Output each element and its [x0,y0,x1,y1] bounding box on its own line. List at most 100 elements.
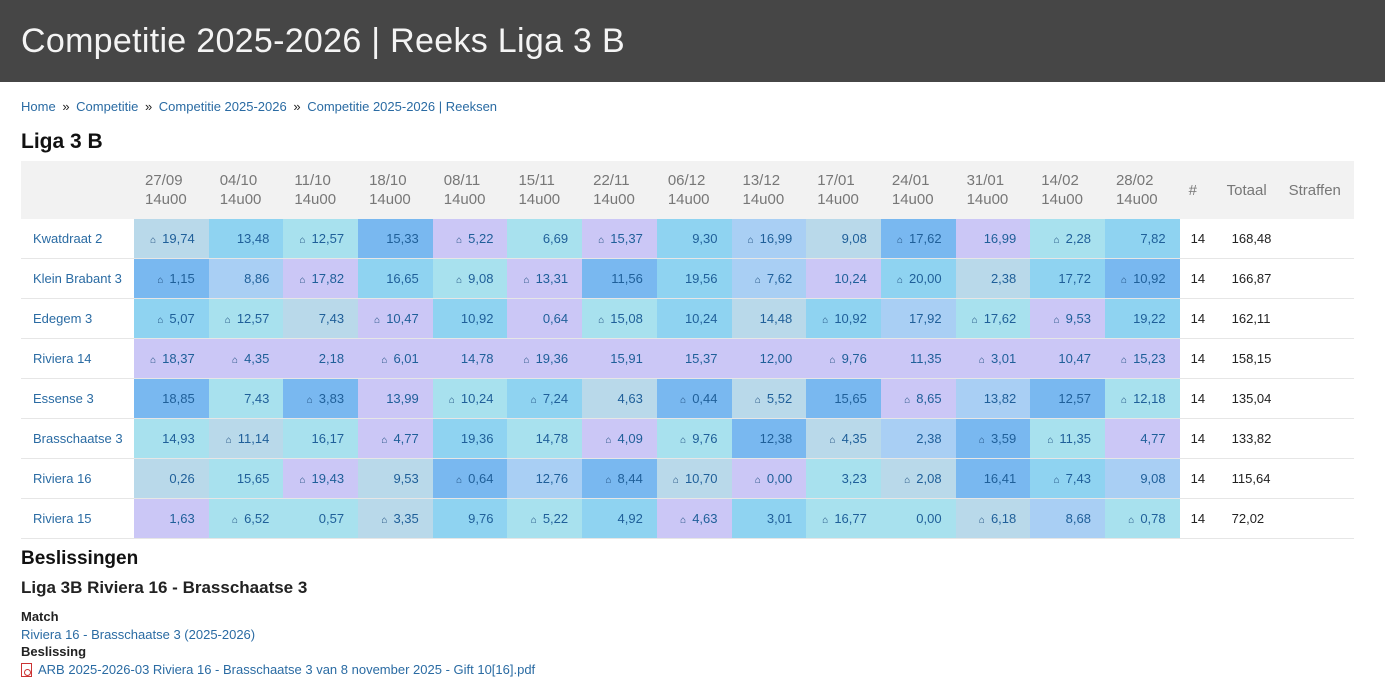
team-link[interactable]: Edegem 3 [33,311,93,326]
team-link[interactable]: Brasschaatse 3 [33,431,123,446]
score-cell[interactable]: ⌂ 11,35 [1030,418,1105,459]
score-cell[interactable]: 14,48 [731,298,807,339]
score-cell[interactable]: 8,86 [208,258,284,299]
score-cell[interactable]: 17,72 [1030,258,1105,299]
score-cell[interactable]: 19,56 [656,258,732,299]
score-cell[interactable]: ⌂ 5,52 [731,378,807,419]
score-cell[interactable]: 1,63 [134,498,209,539]
score-cell[interactable]: ⌂ 15,23 [1104,338,1180,379]
score-cell[interactable]: ⌂ 5,22 [507,498,583,539]
score-cell[interactable]: ⌂ 6,18 [955,498,1031,539]
score-cell[interactable]: 14,93 [134,418,209,459]
score-cell[interactable]: ⌂ 13,31 [507,258,583,299]
score-cell[interactable]: ⌂ 4,35 [806,418,881,459]
score-cell[interactable]: 10,24 [806,258,881,299]
score-cell[interactable]: ⌂ 6,52 [208,498,284,539]
team-link[interactable]: Kwatdraat 2 [33,231,103,246]
score-cell[interactable]: 16,99 [955,219,1031,259]
score-cell[interactable]: 15,33 [358,219,433,259]
breadcrumb-competitie[interactable]: Competitie [76,99,139,114]
team-link[interactable]: Essense 3 [33,391,94,406]
score-cell[interactable]: ⌂ 9,76 [806,338,881,379]
score-cell[interactable]: ⌂ 5,22 [432,219,508,259]
score-cell[interactable]: ⌂ 7,24 [507,378,583,419]
score-cell[interactable]: 15,91 [582,338,657,379]
score-cell[interactable]: 16,41 [955,458,1031,499]
score-cell[interactable]: ⌂ 16,77 [806,498,881,539]
score-cell[interactable]: ⌂ 4,63 [656,498,732,539]
score-cell[interactable]: ⌂ 4,35 [208,338,284,379]
score-cell[interactable]: ⌂ 17,62 [880,219,956,259]
score-cell[interactable]: ⌂ 7,43 [1030,458,1105,499]
score-cell[interactable]: 11,35 [880,338,956,379]
score-cell[interactable]: 17,92 [880,298,956,339]
score-cell[interactable]: ⌂ 12,57 [208,298,284,339]
score-cell[interactable]: ⌂ 18,37 [134,338,209,379]
score-cell[interactable]: ⌂ 8,44 [582,458,657,499]
score-cell[interactable]: 2,18 [283,338,359,379]
score-cell[interactable]: 10,24 [656,298,732,339]
score-cell[interactable]: ⌂ 10,24 [432,378,508,419]
score-cell[interactable]: 15,65 [208,458,284,499]
score-cell[interactable]: 14,78 [432,338,508,379]
score-cell[interactable]: 9,08 [1104,458,1180,499]
score-cell[interactable]: ⌂ 6,01 [358,338,433,379]
score-cell[interactable]: 0,64 [507,298,583,339]
score-cell[interactable]: ⌂ 17,62 [955,298,1031,339]
score-cell[interactable]: 19,36 [432,418,508,459]
score-cell[interactable]: 12,00 [731,338,807,379]
score-cell[interactable]: ⌂ 3,01 [955,338,1031,379]
score-cell[interactable]: 9,30 [656,219,732,259]
score-cell[interactable]: ⌂ 1,15 [134,258,209,299]
score-cell[interactable]: 4,77 [1104,418,1180,459]
score-cell[interactable]: 9,08 [806,219,881,259]
score-cell[interactable]: ⌂ 11,14 [208,418,284,459]
score-cell[interactable]: 10,92 [432,298,508,339]
score-cell[interactable]: ⌂ 5,07 [134,298,209,339]
score-cell[interactable]: 9,76 [432,498,508,539]
team-link[interactable]: Riviera 14 [33,351,92,366]
score-cell[interactable]: 4,63 [582,378,657,419]
score-cell[interactable]: ⌂ 3,35 [358,498,433,539]
score-cell[interactable]: 18,85 [134,378,209,419]
score-cell[interactable]: ⌂ 3,59 [955,418,1031,459]
score-cell[interactable]: ⌂ 3,83 [283,378,359,419]
score-cell[interactable]: ⌂ 0,00 [731,458,807,499]
score-cell[interactable]: ⌂ 9,53 [1030,298,1105,339]
breadcrumb-home[interactable]: Home [21,99,56,114]
score-cell[interactable]: ⌂ 7,62 [731,258,807,299]
score-cell[interactable]: ⌂ 4,09 [582,418,657,459]
team-link[interactable]: Riviera 16 [33,471,92,486]
score-cell[interactable]: 14,78 [507,418,583,459]
score-cell[interactable]: 19,22 [1104,298,1180,339]
score-cell[interactable]: ⌂ 10,92 [806,298,881,339]
score-cell[interactable]: ⌂ 19,36 [507,338,583,379]
score-cell[interactable]: 0,57 [283,498,359,539]
score-cell[interactable]: 8,68 [1030,498,1105,539]
score-cell[interactable]: 2,38 [880,418,956,459]
score-cell[interactable]: ⌂ 10,70 [656,458,732,499]
score-cell[interactable]: ⌂ 0,44 [656,378,732,419]
score-cell[interactable]: ⌂ 12,57 [283,219,359,259]
score-cell[interactable]: 12,57 [1030,378,1105,419]
score-cell[interactable]: 13,99 [358,378,433,419]
score-cell[interactable]: ⌂ 4,77 [358,418,433,459]
score-cell[interactable]: 12,76 [507,458,583,499]
score-cell[interactable]: 16,17 [283,418,359,459]
score-cell[interactable]: 12,38 [731,418,807,459]
score-cell[interactable]: 11,56 [582,258,657,299]
score-cell[interactable]: 6,69 [507,219,583,259]
score-cell[interactable]: ⌂ 10,47 [358,298,433,339]
decision-file-link[interactable]: ARB 2025-2026-03 Riviera 16 - Brasschaat… [38,662,536,677]
score-cell[interactable]: ⌂ 2,28 [1030,219,1105,259]
score-cell[interactable]: ⌂ 10,92 [1104,258,1180,299]
score-cell[interactable]: 0,26 [134,458,209,499]
score-cell[interactable]: ⌂ 19,74 [134,219,209,259]
score-cell[interactable]: ⌂ 0,64 [432,458,508,499]
score-cell[interactable]: 7,43 [283,298,359,339]
breadcrumb-season[interactable]: Competitie 2025-2026 [158,99,287,114]
score-cell[interactable]: 3,23 [806,458,881,499]
match-link[interactable]: Riviera 16 - Brasschaatse 3 (2025-2026) [21,627,256,642]
decision-file[interactable]: ARB 2025-2026-03 Riviera 16 - Brasschaat… [21,662,1364,677]
score-cell[interactable]: 7,43 [208,378,284,419]
